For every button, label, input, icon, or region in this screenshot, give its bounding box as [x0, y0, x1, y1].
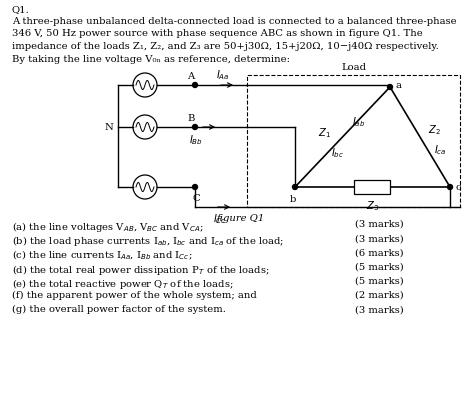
Text: By taking the line voltage V₀ₙ as reference, determine:: By taking the line voltage V₀ₙ as refere…	[12, 54, 290, 63]
Text: (5 marks): (5 marks)	[355, 262, 404, 271]
Text: impedance of the loads Z₁, Z₂, and Z₃ are 50+j30Ω, 15+j20Ω, 10−j40Ω respectively: impedance of the loads Z₁, Z₂, and Z₃ ar…	[12, 42, 439, 51]
Text: (3 marks): (3 marks)	[355, 220, 404, 228]
Text: $I_{ca}$: $I_{ca}$	[434, 143, 447, 156]
Text: A three-phase unbalanced delta-connected load is connected to a balanced three-p: A three-phase unbalanced delta-connected…	[12, 17, 456, 26]
Text: a: a	[396, 81, 402, 90]
Text: B: B	[187, 114, 195, 123]
Text: (3 marks): (3 marks)	[355, 305, 404, 313]
Text: $Z_1$: $Z_1$	[318, 126, 331, 140]
Text: $I_{Cc}$: $I_{Cc}$	[213, 211, 227, 225]
Bar	[355, 181, 391, 194]
Text: Q1.: Q1.	[12, 5, 30, 14]
Text: $I_{bc}$: $I_{bc}$	[331, 146, 344, 160]
Text: (3 marks): (3 marks)	[355, 234, 404, 243]
Text: $I_{ab}$: $I_{ab}$	[352, 115, 365, 128]
Text: Load: Load	[341, 63, 366, 72]
Text: figure Q1: figure Q1	[217, 213, 265, 222]
Text: C: C	[192, 194, 200, 202]
Text: (a) the line voltages V$_{AB}$, V$_{BC}$ and V$_{CA}$;: (a) the line voltages V$_{AB}$, V$_{BC}$…	[12, 220, 204, 233]
Bar	[247, 76, 460, 207]
Text: (e) the total reactive power Q$_T$ of the loads;: (e) the total reactive power Q$_T$ of th…	[12, 276, 234, 290]
Text: $I_{Aa}$: $I_{Aa}$	[216, 68, 230, 82]
Text: c: c	[456, 183, 462, 192]
Text: (d) the total real power dissipation P$_T$ of the loads;: (d) the total real power dissipation P$_…	[12, 262, 270, 276]
Circle shape	[192, 83, 198, 88]
Text: (5 marks): (5 marks)	[355, 276, 404, 285]
Text: N: N	[104, 123, 113, 132]
Text: $I_{Bb}$: $I_{Bb}$	[189, 133, 203, 147]
Circle shape	[192, 125, 198, 130]
Text: (g) the overall power factor of the system.: (g) the overall power factor of the syst…	[12, 305, 226, 313]
Text: (f) the apparent power of the whole system; and: (f) the apparent power of the whole syst…	[12, 290, 257, 299]
Text: $Z_2$: $Z_2$	[428, 123, 440, 136]
Text: (6 marks): (6 marks)	[355, 248, 404, 257]
Text: $Z_3$: $Z_3$	[366, 198, 379, 212]
Text: b: b	[290, 194, 296, 203]
Circle shape	[192, 185, 198, 190]
Text: (c) the line currents I$_{Aa}$, I$_{Bb}$ and I$_{Cc}$;: (c) the line currents I$_{Aa}$, I$_{Bb}$…	[12, 248, 192, 261]
Circle shape	[292, 185, 298, 190]
Circle shape	[388, 85, 392, 90]
Circle shape	[447, 185, 453, 190]
Text: A: A	[187, 72, 195, 81]
Text: (2 marks): (2 marks)	[355, 290, 404, 299]
Text: 346 V, 50 Hz power source with phase sequence ABC as shown in figure Q1. The: 346 V, 50 Hz power source with phase seq…	[12, 30, 423, 38]
Text: (b) the load phase currents I$_{ab}$, I$_{bc}$ and I$_{ca}$ of the load;: (b) the load phase currents I$_{ab}$, I$…	[12, 234, 284, 247]
